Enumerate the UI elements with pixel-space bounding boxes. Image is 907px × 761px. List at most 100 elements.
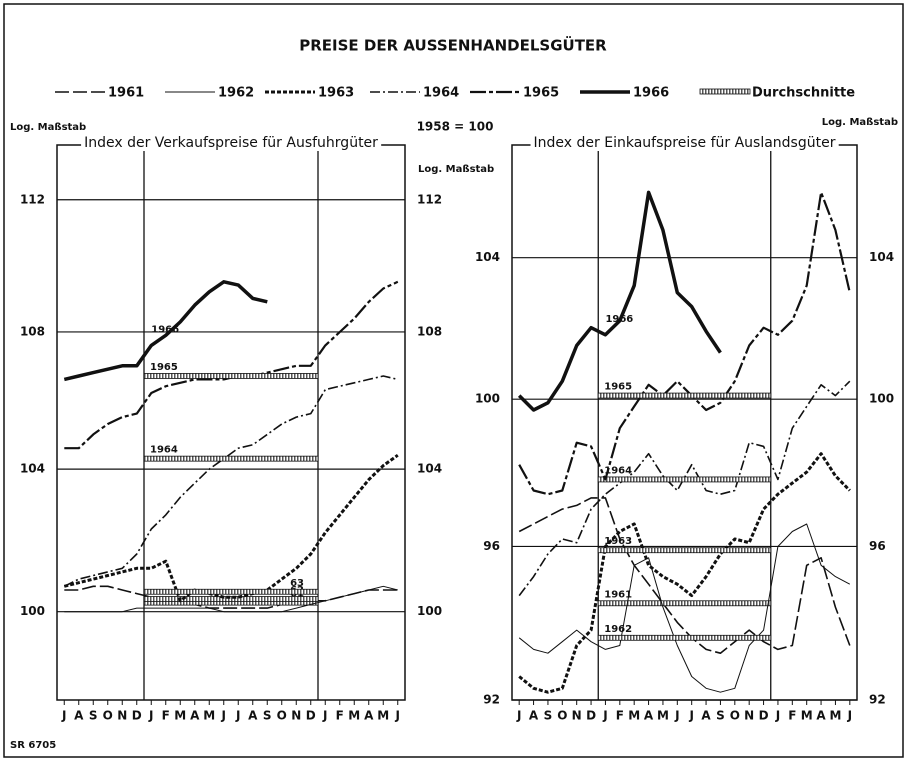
- y2-tick-label: 104: [417, 462, 442, 476]
- y-tick-label: 104: [475, 250, 500, 264]
- series-line: [518, 452, 851, 694]
- x-tick-label: O: [730, 709, 740, 723]
- average-label: 1962: [604, 624, 632, 635]
- y2-tick-label: 92: [869, 693, 886, 707]
- x-tick-label: D: [586, 709, 596, 723]
- average-label: 1963: [604, 536, 632, 547]
- x-tick-label: N: [572, 709, 582, 723]
- series-line: [63, 453, 399, 603]
- series-line: [517, 190, 722, 412]
- y-tick-label: 108: [20, 324, 45, 338]
- series-line: [518, 523, 851, 693]
- page-frame: [3, 3, 904, 758]
- x-tick-label: J: [847, 709, 852, 723]
- x-tick-label: A: [644, 709, 654, 723]
- average-bar: [597, 600, 772, 607]
- average-bar: [143, 588, 319, 595]
- legend-label: 1966: [633, 86, 669, 101]
- x-tick-label: A: [190, 709, 200, 723]
- line-label: 1966: [605, 314, 633, 325]
- average-bar: [597, 547, 772, 554]
- x-tick-label: F: [336, 709, 344, 723]
- chart-title: Index der Einkaufspreise für Auslandsgüt…: [534, 135, 836, 151]
- y-tick-label: 92: [483, 693, 500, 707]
- x-tick-label: O: [557, 709, 567, 723]
- y-tick-label: 100: [20, 604, 45, 618]
- legend-swatch: [699, 88, 751, 95]
- x-tick-label: M: [377, 709, 389, 723]
- x-tick-label: O: [277, 709, 287, 723]
- y2-tick-label: 104: [869, 250, 894, 264]
- average-bar: [597, 392, 772, 399]
- legend-label: 1965: [523, 86, 559, 101]
- x-tick-label: J: [516, 709, 521, 723]
- source-code: SR 6705: [10, 740, 56, 751]
- x-tick-label: J: [221, 709, 226, 723]
- x-tick-label: A: [529, 709, 539, 723]
- average-bar: [143, 373, 319, 379]
- x-tick-label: M: [203, 709, 215, 723]
- x-tick-label: J: [61, 709, 66, 723]
- y2-tick-label: 112: [417, 192, 442, 206]
- x-tick-label: J: [395, 709, 400, 723]
- x-tick-label: J: [148, 709, 153, 723]
- y-tick-label: 100: [475, 392, 500, 406]
- page-title: PREISE DER AUSSENHANDELSGÜTER: [299, 36, 607, 55]
- y2-tick-label: 100: [417, 604, 442, 618]
- x-tick-label: A: [364, 709, 374, 723]
- x-tick-label: M: [628, 709, 640, 723]
- average-label: 1965: [150, 362, 178, 373]
- average-label: 1964: [150, 445, 178, 456]
- x-tick-label: A: [74, 709, 84, 723]
- x-tick-label: M: [801, 709, 813, 723]
- x-tick-label: N: [744, 709, 754, 723]
- average-label: 1965: [604, 382, 632, 393]
- series-line: [64, 585, 398, 613]
- x-tick-label: J: [322, 709, 327, 723]
- x-tick-label: S: [263, 709, 272, 723]
- y2-tick-label: 96: [869, 539, 886, 553]
- average-bar: [597, 476, 772, 483]
- x-tick-label: S: [544, 709, 553, 723]
- line-label: 1966: [151, 324, 179, 335]
- y-axis-label: Log. Maßstab: [10, 122, 86, 133]
- legend-label: 1962: [218, 86, 254, 101]
- title-background: [81, 135, 382, 151]
- x-tick-label: A: [816, 709, 826, 723]
- y2-axis-label: Log. Maßstab: [822, 117, 898, 128]
- x-tick-label: D: [759, 709, 769, 723]
- x-tick-label: M: [829, 709, 841, 723]
- x-tick-label: J: [688, 709, 693, 723]
- y-tick-label: 104: [20, 462, 45, 476]
- legend-label: Durchschnitte: [752, 86, 855, 101]
- x-tick-label: N: [117, 709, 127, 723]
- legend-label: 1964: [423, 86, 459, 101]
- x-tick-label: J: [235, 709, 240, 723]
- y2-axis-label: Log. Maßstab: [418, 164, 494, 175]
- x-tick-label: F: [616, 709, 624, 723]
- x-tick-label: O: [103, 709, 113, 723]
- x-tick-label: D: [132, 709, 142, 723]
- legend-label: 1961: [108, 86, 144, 101]
- average-label: 1961: [604, 589, 632, 600]
- x-tick-label: F: [788, 709, 796, 723]
- x-tick-label: S: [716, 709, 725, 723]
- x-tick-label: M: [657, 709, 669, 723]
- x-tick-label: S: [89, 709, 98, 723]
- chart-title: Index der Verkaufspreise für Ausfuhrgüte…: [84, 135, 378, 151]
- y-tick-label: 96: [483, 539, 500, 553]
- average-bar: [143, 596, 319, 602]
- series-line: [63, 375, 398, 588]
- legend-label: 1963: [318, 86, 354, 101]
- series-line: [518, 497, 851, 654]
- x-tick-label: J: [602, 709, 607, 723]
- x-tick-label: M: [174, 709, 186, 723]
- average-label: 63: [290, 578, 304, 589]
- average-label: 1964: [604, 465, 632, 476]
- x-tick-label: F: [162, 709, 170, 723]
- x-tick-label: N: [291, 709, 301, 723]
- average-bar: [597, 634, 772, 641]
- series-line: [63, 280, 268, 382]
- x-tick-label: A: [701, 709, 711, 723]
